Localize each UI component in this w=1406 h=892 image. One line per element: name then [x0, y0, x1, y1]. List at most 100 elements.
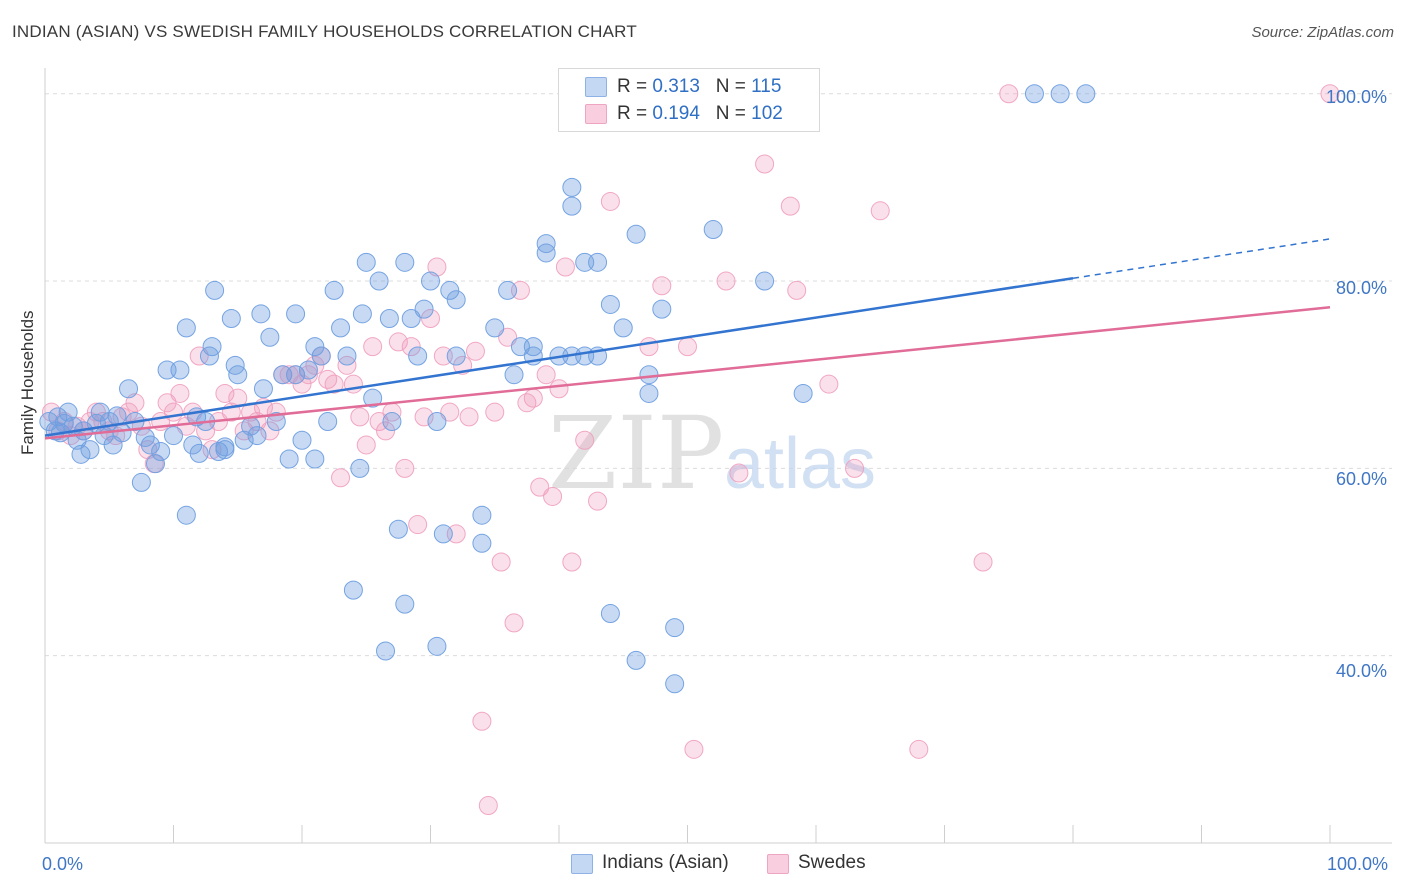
trend-lines [44, 238, 1331, 440]
watermark: ZIP atlas [548, 395, 876, 512]
swedes-point-34 [260, 421, 280, 441]
source-label: Source: ZipAtlas.com [1251, 24, 1394, 41]
swedes-point-87 [652, 276, 672, 296]
watermark-zip: ZIP [548, 395, 724, 512]
swedes-point-93 [780, 196, 800, 216]
correlation-legend: R = 0.313 N = 115 R = 0.194 N = 102 [558, 68, 820, 132]
indians-point-101 [588, 252, 608, 272]
swedes-point-81 [562, 552, 582, 572]
swedes-point-68 [478, 796, 498, 816]
indians-point-29 [176, 505, 196, 525]
indians-point-75 [401, 309, 421, 329]
indians-point-74 [395, 594, 415, 614]
indians-point-57 [305, 337, 325, 357]
y-tick-label-40: 40.0% [1336, 661, 1388, 681]
indians-point-58 [311, 346, 331, 366]
y-tick-label-80: 80.0% [1336, 278, 1388, 298]
swedes-point-101 [1320, 84, 1340, 104]
swedes-point-20 [170, 383, 190, 403]
swedes-point-80 [555, 257, 575, 277]
swedes-point-69 [485, 402, 505, 422]
indians-point-117 [1050, 84, 1070, 104]
bottom-legend-label-swedes: Swedes [798, 852, 866, 873]
indians-point-60 [324, 280, 344, 300]
swedes-point-75 [523, 388, 543, 408]
indians-point-27 [170, 360, 190, 380]
indians-point-98 [562, 196, 582, 216]
swedes-point-12 [119, 402, 139, 422]
indians-point-61 [331, 318, 351, 338]
swedes-point-100 [999, 84, 1019, 104]
axes [44, 68, 1392, 844]
bottom-legend-swatch-indians [571, 854, 593, 874]
indians-point-97 [562, 177, 582, 197]
swedes-point-55 [395, 458, 415, 478]
swedes-point-76 [530, 477, 550, 497]
indians-point-73 [395, 252, 415, 272]
indians-point-68 [369, 271, 389, 291]
swedes-point-98 [909, 739, 929, 759]
swedes-point-52 [376, 421, 396, 441]
indians-point-87 [485, 318, 505, 338]
swedes-point-67 [472, 711, 492, 731]
indians-point-70 [379, 309, 399, 329]
swedes-point-39 [292, 374, 312, 394]
indians-point-10 [80, 440, 100, 460]
indians-point-115 [793, 383, 813, 403]
legend-swatch-swedes [585, 104, 607, 124]
indians-point-108 [639, 365, 659, 385]
swedes-point-27 [215, 383, 235, 403]
indians-point-78 [421, 271, 440, 291]
indians-point-116 [1024, 84, 1044, 104]
indians-points [39, 84, 1096, 694]
indians-point-42 [228, 365, 248, 385]
indians-point-40 [221, 309, 241, 329]
swedes-point-54 [388, 332, 408, 352]
swedes-point-56 [401, 337, 421, 357]
swedes-point-57 [408, 515, 428, 535]
indians-point-118 [1076, 84, 1096, 104]
x-tick-label-min: 0.0% [42, 854, 84, 874]
indians-point-46 [251, 304, 271, 324]
indians-point-77 [414, 299, 434, 319]
swedes-point-48 [350, 407, 370, 427]
indians-point-105 [613, 318, 633, 338]
indians-point-111 [665, 618, 685, 638]
swedes-point-44 [324, 374, 344, 394]
indians-point-86 [472, 533, 492, 553]
indians-point-107 [626, 650, 646, 670]
swedes-point-58 [414, 407, 434, 427]
swedes-point-13 [125, 393, 145, 413]
indians-point-22 [140, 435, 160, 455]
swedes-point-94 [787, 280, 807, 300]
indians-point-82 [440, 280, 460, 300]
indians-point-72 [388, 519, 408, 539]
indians-point-24 [151, 442, 171, 462]
indians-point-18 [119, 379, 139, 399]
indians-point-8 [71, 444, 91, 464]
legend-swatch-indians [585, 77, 607, 97]
swedes-point-18 [157, 393, 177, 413]
indians-point-109 [639, 383, 659, 403]
swedes-point-91 [729, 463, 749, 483]
swedes-point-65 [459, 407, 479, 427]
indians-point-28 [176, 318, 196, 338]
indians-point-106 [626, 224, 646, 244]
swedes-point-19 [164, 402, 183, 422]
indians-point-66 [356, 252, 376, 272]
swedes-point-96 [845, 458, 865, 478]
swedes-point-79 [549, 379, 569, 399]
swedes-point-95 [819, 374, 839, 394]
swedes-point-59 [421, 309, 440, 329]
indians-point-23 [146, 454, 166, 474]
swedes-point-50 [363, 337, 383, 357]
indians-point-65 [352, 304, 372, 324]
grid-lines [45, 93, 1392, 657]
indians-point-47 [253, 379, 273, 399]
indians-point-52 [286, 365, 306, 385]
indians-point-36 [205, 280, 225, 300]
chart-title: INDIAN (ASIAN) VS SWEDISH FAMILY HOUSEHO… [12, 22, 637, 41]
y-tick-label-100: 100.0% [1326, 87, 1388, 107]
indians-point-59 [318, 412, 338, 432]
indians-trend-line [44, 277, 1074, 437]
